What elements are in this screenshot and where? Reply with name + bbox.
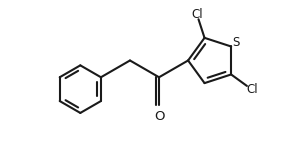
Text: Cl: Cl — [191, 8, 203, 21]
Text: S: S — [232, 36, 240, 49]
Text: Cl: Cl — [246, 83, 258, 96]
Text: O: O — [154, 110, 164, 123]
